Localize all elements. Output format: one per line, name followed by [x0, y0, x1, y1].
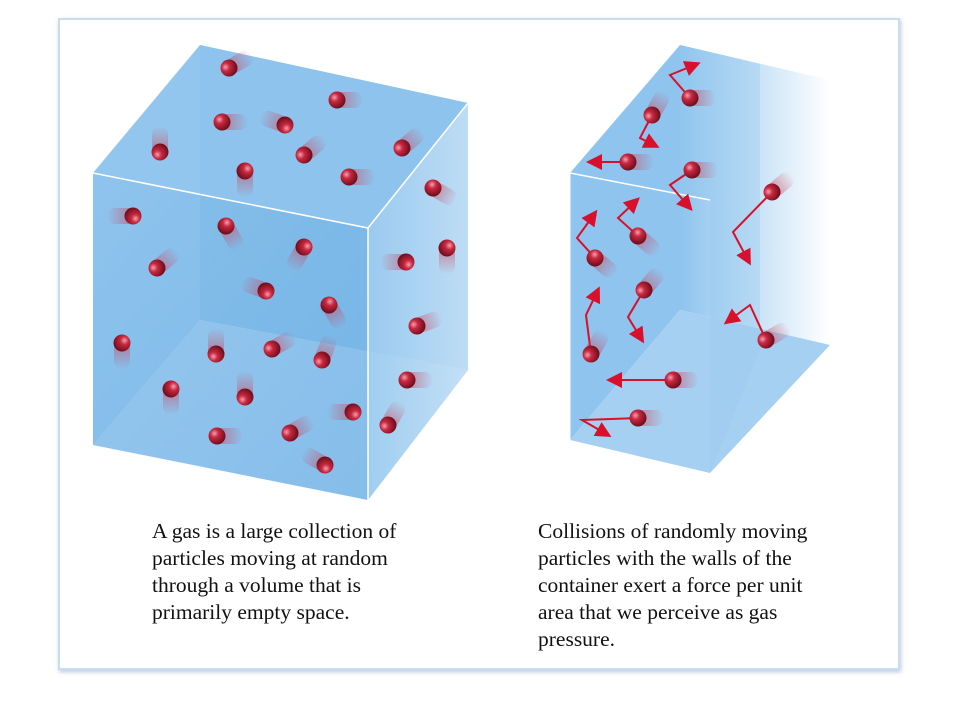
- caption-line: primarily empty space.: [152, 600, 350, 624]
- shape: [680, 45, 830, 345]
- shape: [723, 303, 767, 341]
- particle: [340, 168, 375, 186]
- caption-right: Collisions of randomly moving particles …: [538, 518, 807, 653]
- shape: [731, 191, 773, 266]
- particle: [236, 162, 254, 197]
- shape: [668, 61, 701, 99]
- shape: [680, 45, 760, 473]
- particle: [438, 239, 456, 274]
- caption-line: particles with the walls of the: [538, 546, 792, 570]
- particle: [107, 207, 142, 225]
- left-cube: [92, 45, 469, 500]
- particle: [380, 253, 415, 271]
- particle: [327, 403, 362, 421]
- particle: [664, 371, 699, 389]
- particle: [629, 409, 664, 427]
- caption-line: through a volume that is: [152, 573, 361, 597]
- caption-line: area that we perceive as gas: [538, 600, 778, 624]
- particle: [681, 89, 716, 107]
- particle: [208, 427, 243, 445]
- caption-line: container exert a force per unit: [538, 573, 803, 597]
- particle: [207, 328, 225, 363]
- shape: [668, 169, 693, 212]
- shape: [93, 45, 468, 228]
- particle: [683, 161, 718, 179]
- caption-line: Collisions of randomly moving: [538, 519, 808, 543]
- particle: [236, 371, 254, 406]
- particle: [162, 380, 180, 415]
- particle: [328, 91, 363, 109]
- shape: [638, 114, 660, 148]
- caption-line: pressure.: [538, 627, 616, 651]
- caption-left: A gas is a large collection of particles…: [152, 518, 396, 626]
- right-cube: [569, 45, 830, 473]
- particle: [619, 153, 654, 171]
- shape: [616, 197, 640, 237]
- particle: [151, 126, 169, 161]
- particle: [213, 113, 248, 131]
- shape: [626, 289, 645, 344]
- particle: [398, 371, 433, 389]
- caption-line: A gas is a large collection of: [152, 519, 397, 543]
- shape: [570, 310, 830, 473]
- particle: [113, 334, 131, 369]
- caption-line: particles moving at random: [152, 546, 388, 570]
- shape: [575, 209, 598, 259]
- shape: [578, 417, 639, 437]
